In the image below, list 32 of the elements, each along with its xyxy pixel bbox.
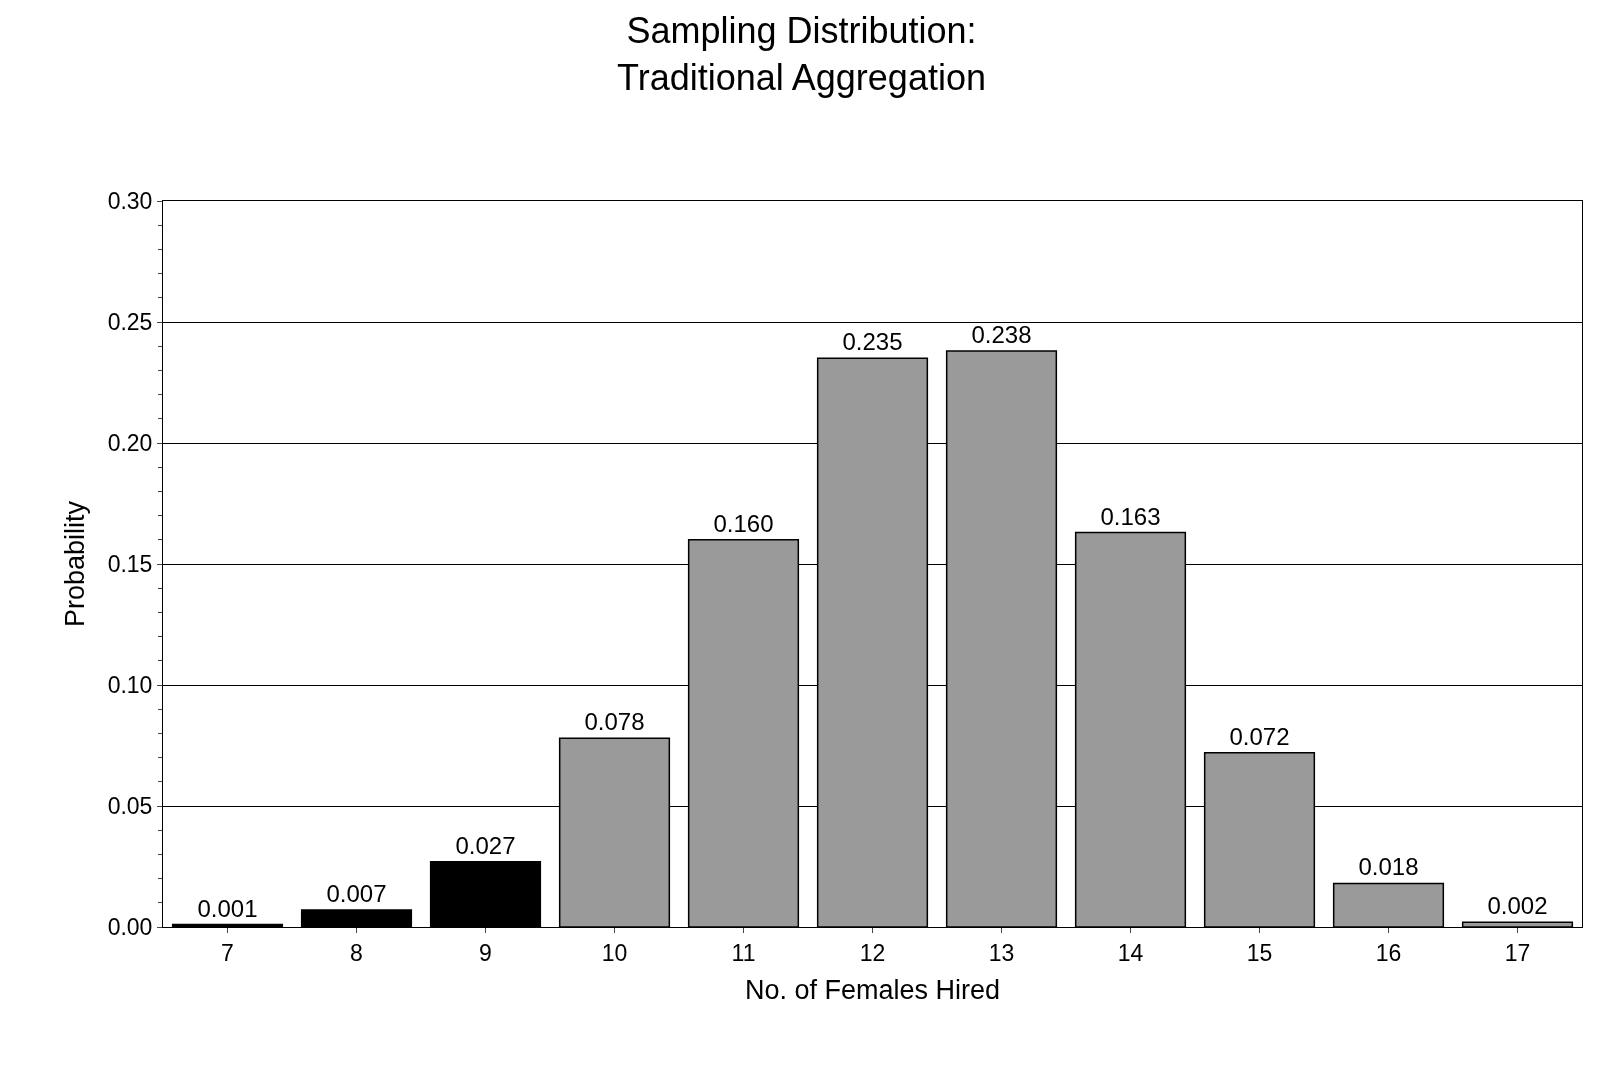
data-label: 0.007 [326, 880, 387, 908]
chart-title: Sampling Distribution: Traditional Aggregation [617, 10, 986, 99]
x-tick-label: 17 [1504, 939, 1531, 966]
data-label: 0.160 [713, 509, 774, 537]
text: 0.10 [107, 672, 153, 699]
x-tick-label: 12 [859, 939, 886, 966]
x-tick-label: 10 [601, 939, 628, 966]
x-tick-label: 8 [350, 939, 363, 966]
data-label: 0.238 [971, 321, 1032, 349]
data-label: 0.163 [1100, 502, 1161, 530]
x-axis-title: No. of Females Hired [744, 975, 1001, 1005]
x-tick-label: 16 [1375, 939, 1402, 966]
text: 0.20 [107, 430, 153, 457]
text: 0.00 [107, 914, 153, 941]
data-label: 0.018 [1358, 853, 1419, 881]
text: 0.30 [107, 188, 153, 215]
text: 0.05 [107, 793, 153, 820]
x-tick-label: 9 [479, 939, 492, 966]
data-label: 0.235 [842, 328, 903, 356]
data-label: 0.001 [197, 894, 258, 922]
text: 0.25 [107, 309, 153, 336]
data-label: 0.072 [1229, 722, 1290, 750]
data-label: 0.078 [584, 708, 645, 736]
x-tick-label: 13 [988, 939, 1015, 966]
x-tick-label: 11 [731, 939, 756, 966]
data-label: 0.002 [1487, 892, 1548, 920]
x-tick-label: 15 [1246, 939, 1273, 966]
y-axis-title: Probability [59, 500, 90, 628]
x-tick-label: 7 [221, 939, 234, 966]
text: 0.15 [107, 551, 153, 578]
x-tick-label: 14 [1117, 939, 1144, 966]
data-label: 0.027 [455, 831, 516, 859]
